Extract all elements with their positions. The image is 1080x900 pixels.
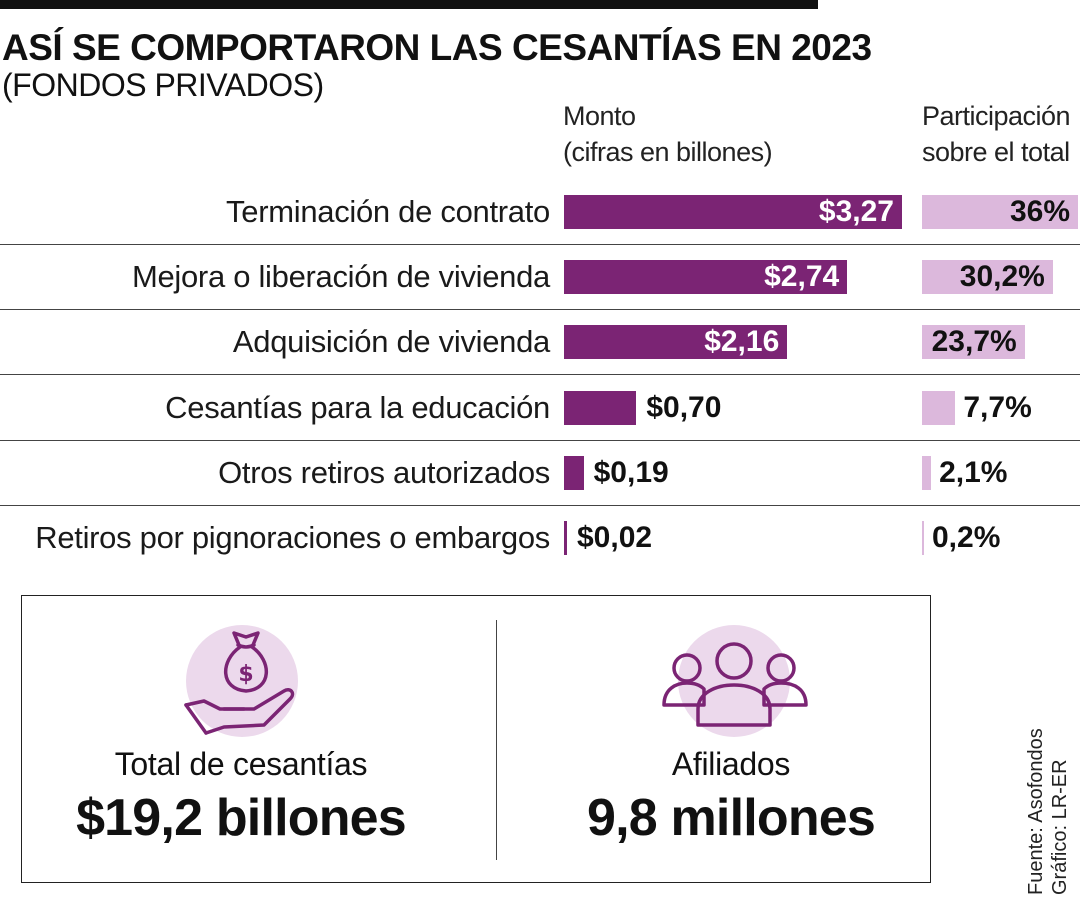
amount-bar: [564, 521, 567, 555]
share-value-label: 30,2%: [959, 260, 1045, 294]
category-label: Terminación de contrato: [226, 194, 550, 229]
amount-column-header: Monto (cifras en billones): [563, 98, 773, 170]
share-header-line2: sobre el total: [922, 137, 1070, 167]
category-label: Cesantías para la educación: [165, 389, 550, 425]
amount-bar: [564, 325, 788, 360]
amount-value-label: $2,74: [764, 260, 840, 294]
share-bar: [922, 390, 956, 425]
svg-text:$: $: [238, 662, 253, 687]
amount-bar: [564, 260, 848, 295]
affiliates-value: 9,8 millones: [586, 789, 876, 847]
share-value-label: 23,7%: [931, 325, 1017, 359]
category-label: Adquisición de vivienda: [232, 324, 550, 360]
summary-divider: [496, 620, 497, 860]
row-separator: [0, 244, 1080, 245]
amount-value-label: $3,27: [818, 195, 894, 228]
people-group-icon: [662, 625, 808, 737]
source-line: Fuente: Asofondos: [1025, 728, 1047, 895]
source-credit: Fuente: Asofondos Gráfico: LR-ER: [1024, 728, 1072, 895]
amount-header-line1: Monto: [563, 101, 636, 131]
category-label: Otros retiros autorizados: [218, 454, 550, 490]
chart-subtitle: (FONDOS PRIVADOS): [2, 67, 324, 103]
affiliates-label: Afiliados: [671, 746, 791, 782]
amount-value-label: $0,19: [593, 455, 669, 489]
category-label: Retiros por pignoraciones o embargos: [35, 520, 550, 555]
amount-bar: [564, 390, 637, 425]
amount-bar: [564, 195, 902, 229]
share-value-label: 36%: [1009, 195, 1070, 228]
amount-bar: [564, 455, 584, 490]
share-bar: [922, 260, 1053, 295]
share-value-label: 2,1%: [939, 455, 1008, 489]
graphic-credit-line: Gráfico: LR-ER: [1049, 759, 1071, 895]
row-separator: [0, 504, 1080, 506]
amount-value-label: $2,16: [704, 325, 780, 359]
amount-value-label: $0,70: [646, 390, 722, 424]
share-column-header: Participación sobre el total: [922, 98, 1071, 170]
top-rule: [0, 0, 818, 9]
share-value-label: 7,7%: [963, 390, 1032, 424]
share-header-line1: Participación: [922, 101, 1071, 131]
row-separator: [0, 439, 1080, 441]
total-value: $19,2 billones: [76, 789, 407, 847]
amount-header-line2: (cifras en billones): [563, 137, 773, 167]
row-separator: [0, 374, 1080, 376]
total-label: Total de cesantías: [114, 746, 368, 782]
money-bag-hand-icon: $: [184, 625, 298, 737]
amount-value-label: $0,02: [577, 521, 653, 554]
share-value-label: 0,2%: [932, 521, 1001, 554]
icon-background-circle: [186, 625, 298, 737]
share-bar: [922, 455, 932, 490]
summary-box: [21, 595, 931, 883]
bar-chart: Terminación de contrato $3,27 36% Mejora o …: [0, 194, 1080, 555]
share-bar: [922, 195, 1078, 229]
category-label: Mejora o liberación de vivienda: [131, 259, 550, 295]
share-bar: [922, 325, 1025, 360]
share-bar: [922, 521, 924, 555]
row-separator: [0, 309, 1080, 311]
chart-title: ASÍ SE COMPORTARON LAS CESANTÍAS EN 2023: [2, 27, 872, 68]
